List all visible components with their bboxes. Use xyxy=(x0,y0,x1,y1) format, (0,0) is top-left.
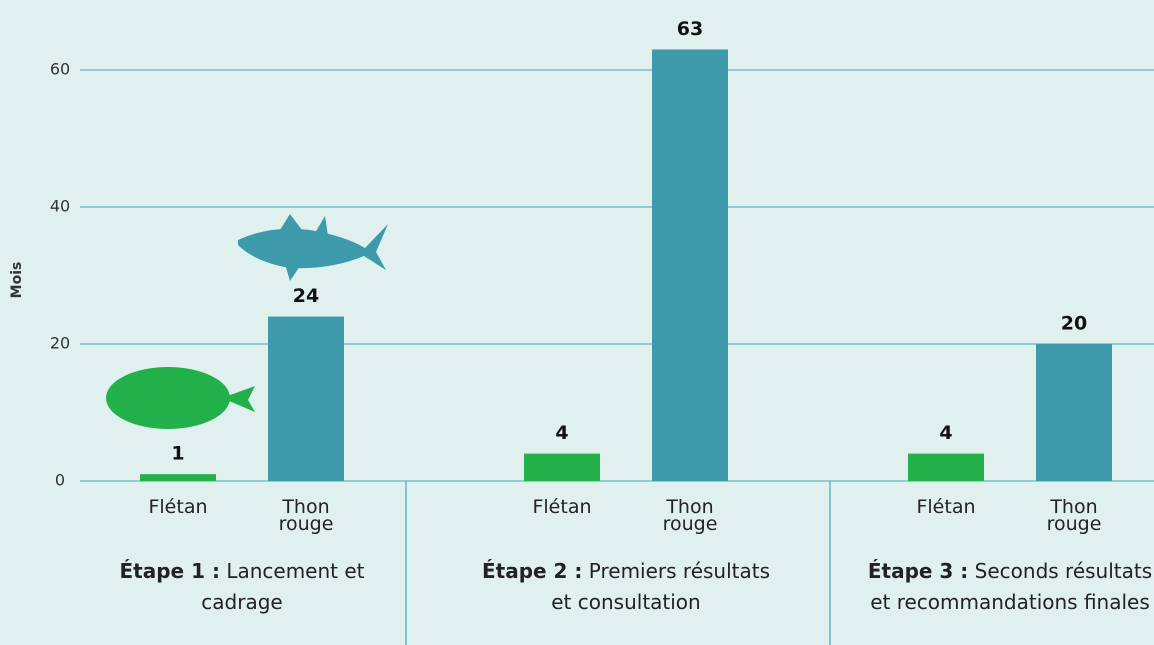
bar xyxy=(652,49,728,481)
value-label: 63 xyxy=(677,18,703,40)
value-label: 4 xyxy=(555,422,568,444)
group-step: Étape 3 : xyxy=(868,559,968,583)
value-label: 4 xyxy=(939,422,952,444)
group-step: Étape 1 : xyxy=(120,559,220,583)
bar xyxy=(268,317,344,481)
value-label: 1 xyxy=(171,443,184,465)
bar xyxy=(908,454,984,481)
group-label: Étape 1 : Lancement et cadrage xyxy=(107,556,377,618)
group-text: Lancement et cadrage xyxy=(201,559,364,614)
y-tick-label: 60 xyxy=(50,60,70,79)
chart: Mois 0 20 40 60 1 24 4 63 4 20 Flétan Thon rouge Ét… xyxy=(0,0,1154,645)
value-label: 20 xyxy=(1061,313,1087,335)
tuna-icon xyxy=(238,214,388,281)
category-label: Thon rouge xyxy=(271,499,341,533)
category-label: Thon rouge xyxy=(1039,499,1109,533)
group-label: Étape 2 : Premiers résultats et consulta… xyxy=(471,556,781,618)
category-label: Flétan xyxy=(527,499,597,516)
category-label: Flétan xyxy=(143,499,213,516)
y-tick-label: 0 xyxy=(55,471,65,490)
halibut-icon xyxy=(106,367,255,429)
group-label: Étape 3 : Seconds résultats et recommand… xyxy=(860,556,1154,618)
group-text: Premiers résultats et consultation xyxy=(551,559,770,614)
y-tick-label: 40 xyxy=(50,197,70,216)
bar xyxy=(524,454,600,481)
y-axis-label: Mois xyxy=(9,262,25,299)
chart-svg: Mois 0 20 40 60 1 24 4 63 4 20 xyxy=(0,0,1154,645)
group-step: Étape 2 : xyxy=(482,559,582,583)
value-label: 24 xyxy=(293,285,319,307)
category-label: Thon rouge xyxy=(655,499,725,533)
bar xyxy=(1036,344,1112,481)
y-tick-label: 20 xyxy=(50,334,70,353)
bar xyxy=(140,474,216,481)
category-label: Flétan xyxy=(911,499,981,516)
